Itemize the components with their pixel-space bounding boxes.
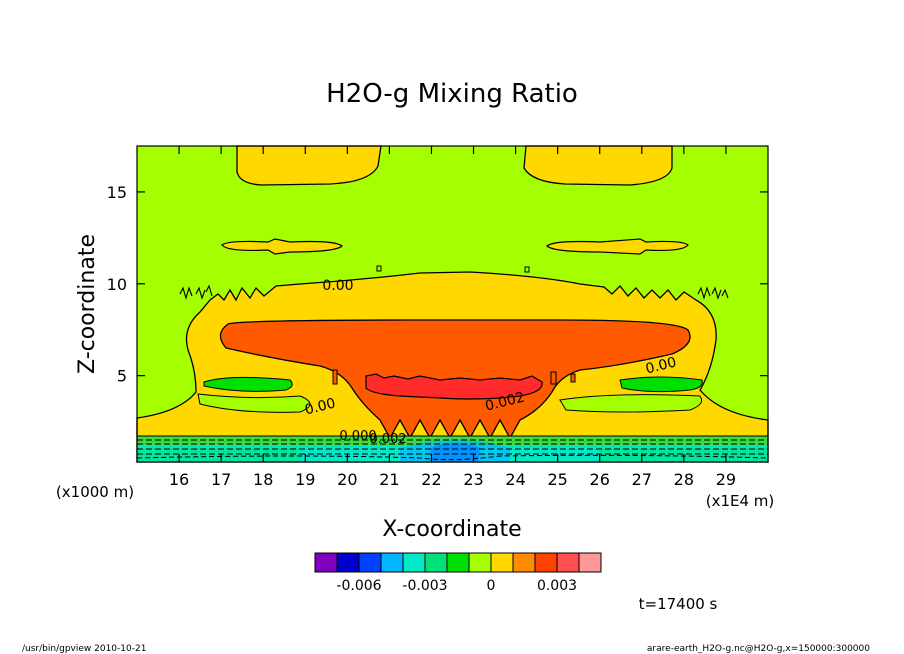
chart-title: H2O-g Mixing Ratio: [326, 79, 578, 109]
y-tick-label: 10: [107, 275, 127, 294]
colorbar-swatch: [512, 552, 536, 573]
sky-dip: [400, 440, 510, 462]
colorbar-swatch: [446, 552, 470, 573]
contour-scallops-left: [179, 284, 213, 300]
tiny-mark-right: [524, 266, 530, 273]
green-lobe-right: [619, 376, 703, 393]
green-corner-left: [137, 448, 300, 462]
x-tick-label: 18: [253, 470, 273, 489]
x-tick-label: 16: [169, 470, 189, 489]
green-patch-left: [197, 393, 311, 413]
contour-label-right: 0.00: [644, 354, 678, 377]
core-side-mark-far: [570, 373, 576, 383]
y-tick-label: 5: [117, 367, 127, 386]
y-tick-label: 15: [107, 183, 127, 202]
x-tick-label: 28: [674, 470, 694, 489]
x-tick-label: 24: [505, 470, 525, 489]
x-axis-label: X-coordinate: [382, 517, 521, 542]
contour-label-low-b: 0.002: [369, 432, 406, 447]
colorbar-swatch: [556, 552, 580, 573]
green-lobe-left: [203, 376, 293, 392]
x-tick-label: 29: [716, 470, 736, 489]
colorbar-swatch: [424, 552, 448, 573]
colorbar-swatch: [336, 552, 360, 573]
contour-label-top: 0.00: [322, 278, 353, 294]
thin-band-left: [221, 238, 343, 255]
colorbar-swatch: [490, 552, 514, 573]
colorbar-tick-label: -0.003: [402, 578, 447, 594]
x-tick-label: 21: [379, 470, 399, 489]
core-side-mark-right: [550, 371, 557, 385]
contour-scallops-right: [697, 286, 729, 300]
green-patch-right: [559, 394, 703, 413]
contour-label-left: 0.00: [303, 395, 337, 418]
y-axis-label: Z-coordinate: [75, 234, 100, 374]
x-tick-label: 19: [295, 470, 315, 489]
contour-label-low-a: 0.000: [339, 429, 376, 444]
colorbar-tick-label: -0.006: [336, 578, 381, 594]
footer-right: arare-earth_H2O-g.nc@H2O-g,x=150000:3000…: [647, 644, 870, 654]
y-axis: 5 10 15: [107, 183, 768, 386]
plot-area: 0.00 0.00 0.00 0.002 0.000 0.002: [136, 145, 769, 463]
upper-blob-left: [236, 145, 382, 186]
core-side-mark-left: [332, 369, 338, 385]
x-tick-label: 22: [421, 470, 441, 489]
core-region: [365, 373, 543, 400]
colorbar-swatch: [402, 552, 426, 573]
colorbar-swatch: [380, 552, 404, 573]
tiny-mark-left: [376, 265, 382, 272]
plot-frame: [136, 145, 769, 463]
x-tick-label: 20: [337, 470, 357, 489]
colorbar-labels: -0.006 -0.003 0 0.003: [336, 578, 577, 594]
colorbar-swatch: [468, 552, 492, 573]
x-axis: 16 17 18 19 20 21 22 23 24 25 26 27 28 29: [169, 146, 736, 489]
thin-band-right: [546, 238, 689, 255]
x-tick-label: 27: [632, 470, 652, 489]
colorbar-swatch: [578, 552, 602, 573]
colorbar-tick-label: 0: [487, 578, 496, 594]
x-tick-label: 26: [590, 470, 610, 489]
colorbar-swatch: [358, 552, 382, 573]
x-tick-label: 25: [547, 470, 567, 489]
colorbar-tick-label: 0.003: [537, 578, 577, 594]
bottom-contours: [136, 435, 769, 461]
y-unit-label: (x1000 m): [56, 483, 134, 501]
x-tick-label: 17: [211, 470, 231, 489]
colorbar: [314, 552, 602, 573]
x-tick-label: 23: [463, 470, 483, 489]
colorbar-swatch: [534, 552, 558, 573]
colorbar-swatch: [314, 552, 338, 573]
upper-blob-right: [523, 145, 673, 186]
x-unit-label: (x1E4 m): [706, 492, 775, 510]
footer-left: /usr/bin/gpview 2010-10-21: [22, 644, 146, 654]
time-label: t=17400 s: [639, 595, 718, 613]
